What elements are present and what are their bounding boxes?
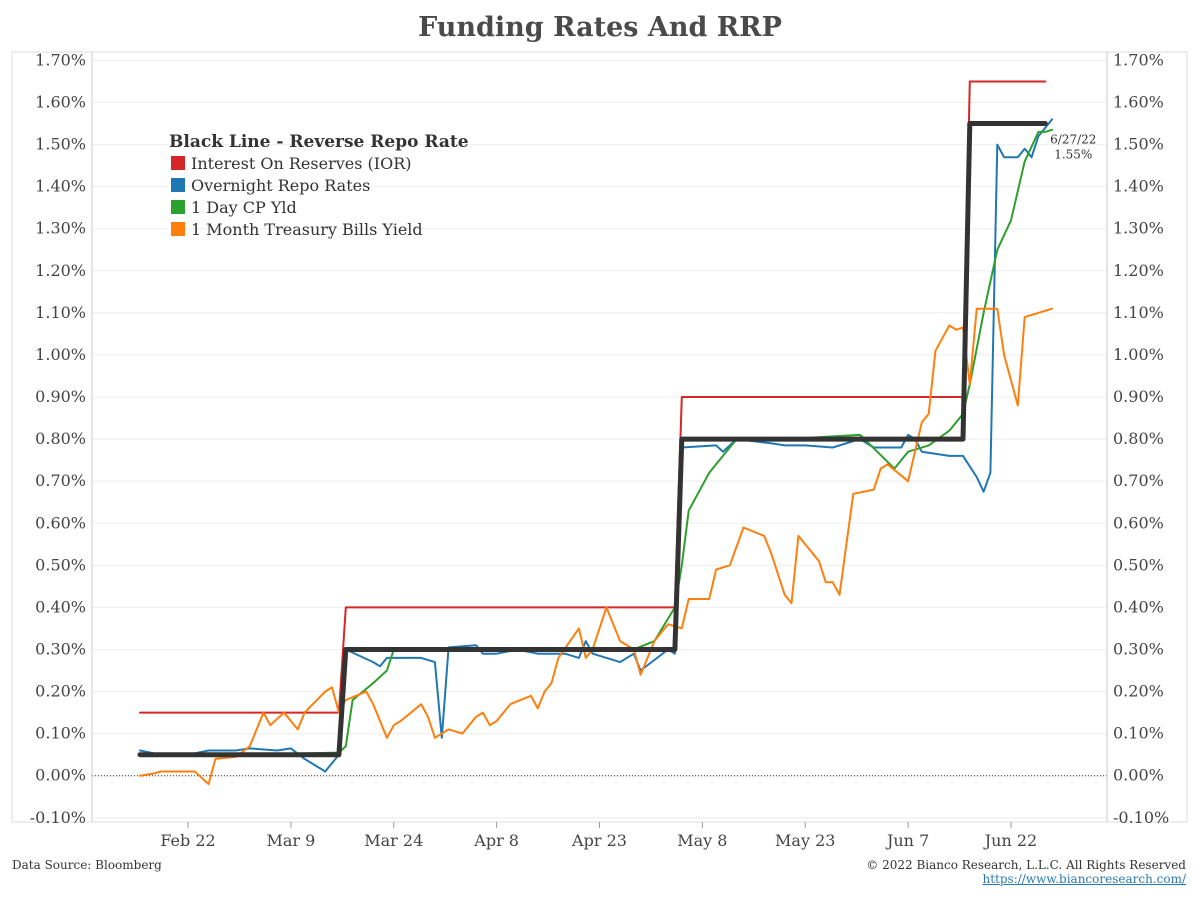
series-line-overnight-repo-rates — [139, 118, 1054, 773]
y-tick-label-right: 0.00% — [1113, 766, 1164, 785]
x-tick-label: Mar 9 — [266, 831, 315, 850]
copyright-block: © 2022 Bianco Research, L.L.C. All Right… — [866, 858, 1186, 886]
x-tick-label: Feb 22 — [160, 831, 215, 850]
legend-entry: 1 Day CP Yld — [191, 198, 297, 217]
y-tick-label-left: 1.00% — [35, 345, 86, 364]
y-tick-label-right: 0.40% — [1113, 597, 1164, 616]
y-tick-label-left: 1.60% — [35, 92, 86, 111]
y-tick-label-right: 0.80% — [1113, 429, 1164, 448]
annotation-value: 1.55% — [1054, 148, 1092, 162]
legend-swatch — [171, 178, 185, 192]
annotation: 6/27/221.55% — [1050, 133, 1096, 162]
y-tick-label-right: 0.60% — [1113, 513, 1164, 532]
y-tick-label-right: 0.30% — [1113, 639, 1164, 658]
y-tick-label-left: 0.30% — [35, 639, 86, 658]
data-source-note: Data Source: Bloomberg — [12, 858, 162, 872]
y-tick-label-left: -0.10% — [30, 808, 86, 827]
y-tick-label-right: 0.20% — [1113, 682, 1164, 701]
annotation-date: 6/27/22 — [1050, 133, 1096, 147]
x-tick-label: Jun 7 — [885, 831, 929, 850]
x-tick-label: Jun 22 — [983, 831, 1037, 850]
legend-swatch — [171, 156, 185, 170]
website-link[interactable]: https://www.biancoresearch.com/ — [982, 872, 1186, 886]
y-tick-label-right: 1.10% — [1113, 303, 1164, 322]
y-tick-label-left: 1.70% — [35, 50, 86, 69]
y-tick-label-left: 0.00% — [35, 766, 86, 785]
y-tick-label-left: 0.40% — [35, 597, 86, 616]
x-tick-label: Apr 8 — [473, 831, 519, 850]
y-tick-label-right: 1.00% — [1113, 345, 1164, 364]
series-line-1-month-treasury-bills-yield — [139, 307, 1054, 786]
y-tick-label-left: 1.20% — [35, 261, 86, 280]
axes: 1.70% 1.70% 1.60% 1.60% 1.50% 1.50% 1.40% 1.40%… — [30, 50, 1169, 850]
series-line-1-day-cp-yld — [139, 128, 1054, 756]
y-tick-label-left: 0.20% — [35, 682, 86, 701]
y-tick-label-left: 0.80% — [35, 429, 86, 448]
y-tick-label-right: 1.70% — [1113, 50, 1164, 69]
y-tick-label-right: 1.30% — [1113, 219, 1164, 238]
x-tick-label: May 23 — [775, 831, 835, 850]
x-tick-label: Mar 24 — [364, 831, 423, 850]
y-tick-label-left: 0.60% — [35, 513, 86, 532]
x-tick-label: Apr 23 — [571, 831, 627, 850]
copyright-text: © 2022 Bianco Research, L.L.C. All Right… — [866, 858, 1186, 872]
chart-title: Funding Rates And RRP — [418, 12, 782, 43]
y-tick-label-right: 0.90% — [1113, 387, 1164, 406]
y-tick-label-left: 0.70% — [35, 471, 86, 490]
y-tick-label-left: 0.50% — [35, 555, 86, 574]
y-tick-label-right: -0.10% — [1113, 808, 1169, 827]
x-tick-label: May 8 — [677, 831, 727, 850]
series-lines — [137, 80, 1054, 786]
y-tick-label-left: 1.50% — [35, 135, 86, 154]
y-tick-label-right: 0.10% — [1113, 724, 1164, 743]
y-tick-label-left: 1.10% — [35, 303, 86, 322]
y-tick-label-left: 0.90% — [35, 387, 86, 406]
legend-title: Black Line - Reverse Repo Rate — [169, 132, 469, 152]
y-tick-label-right: 1.50% — [1113, 135, 1164, 154]
y-tick-label-right: 1.20% — [1113, 261, 1164, 280]
plot-frame — [11, 51, 1188, 823]
y-tick-label-left: 1.40% — [35, 177, 86, 196]
legend-swatch — [171, 222, 185, 236]
gridlines — [11, 51, 1188, 823]
y-tick-label-left: 1.30% — [35, 219, 86, 238]
legend-entry: Overnight Repo Rates — [191, 176, 370, 195]
y-tick-label-right: 0.50% — [1113, 555, 1164, 574]
y-tick-label-right: 1.40% — [1113, 177, 1164, 196]
legend: Black Line - Reverse Repo Rate Interest O… — [169, 132, 469, 239]
series-line-reverse-repo-rate — [137, 121, 1048, 758]
y-tick-label-left: 0.10% — [35, 724, 86, 743]
y-tick-label-right: 1.60% — [1113, 92, 1164, 111]
legend-entry: Interest On Reserves (IOR) — [191, 154, 412, 173]
legend-swatch — [171, 200, 185, 214]
legend-entry: 1 Month Treasury Bills Yield — [191, 220, 423, 239]
y-tick-label-right: 0.70% — [1113, 471, 1164, 490]
